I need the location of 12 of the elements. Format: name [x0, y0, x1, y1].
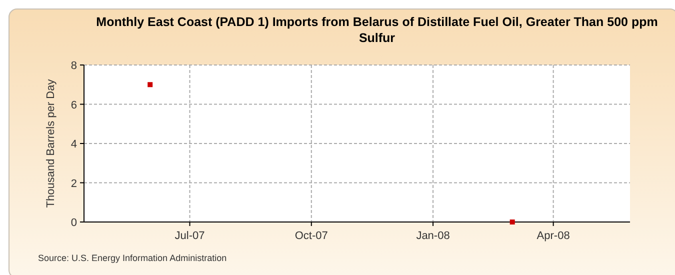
- y-tick-label: 8: [70, 60, 77, 72]
- y-tick-label: 2: [70, 178, 77, 190]
- source-note: Source: U.S. Energy Information Administration: [38, 253, 227, 263]
- y-tick-label: 0: [70, 217, 77, 229]
- y-tick-label: 4: [70, 138, 77, 150]
- x-tick-label: Oct-07: [294, 230, 328, 242]
- y-axis-title: Thousand Barrels per Day: [45, 78, 57, 208]
- x-tick-label: Jul-07: [174, 230, 205, 242]
- chart-title: Monthly East Coast (PADD 1) Imports from Belarus of Distillate Fuel Oil, Greater Than 500 ppm Sulfur: [96, 15, 658, 45]
- y-tick-label: 6: [70, 99, 77, 112]
- x-tick-label: Jan-08: [416, 230, 450, 242]
- x-tick-label: Apr-08: [536, 230, 570, 242]
